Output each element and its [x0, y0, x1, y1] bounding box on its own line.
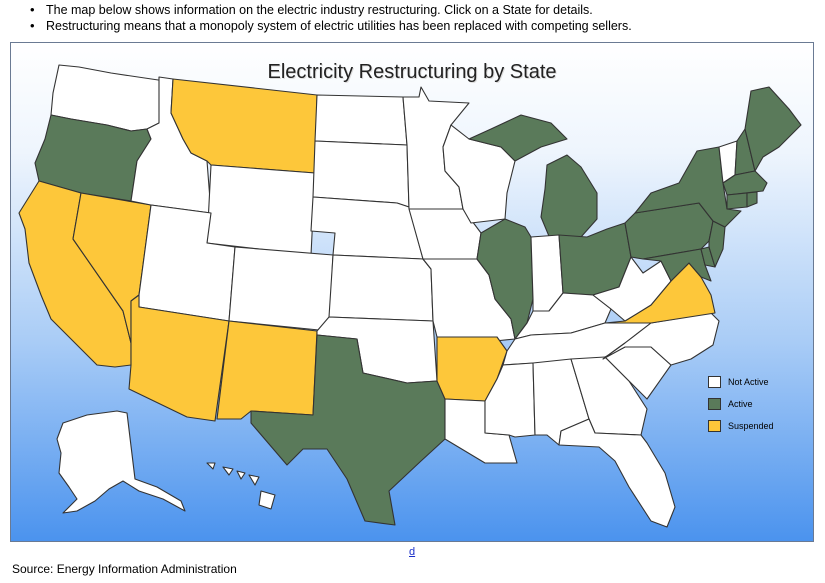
state-sd[interactable]: [312, 140, 410, 208]
bullet-definition: Restructuring means that a monopoly syst…: [28, 18, 632, 34]
state-co[interactable]: [228, 246, 334, 332]
legend-swatch-not-active: [708, 376, 721, 388]
state-ct[interactable]: [726, 192, 748, 210]
map-title: Electricity Restructuring by State: [267, 61, 557, 83]
state-me[interactable]: [744, 86, 802, 172]
state-ri[interactable]: [746, 191, 758, 208]
state-wy[interactable]: [206, 164, 316, 256]
intro-bullets: The map below shows information on the e…: [28, 2, 632, 34]
state-wv[interactable]: [592, 256, 672, 322]
d-link[interactable]: d: [409, 546, 416, 558]
legend-swatch-suspended: [708, 420, 721, 432]
state-ks[interactable]: [328, 254, 434, 322]
state-ak[interactable]: [56, 410, 186, 514]
map-legend: Not Active Active Suspended: [708, 371, 774, 437]
state-ne[interactable]: [310, 196, 424, 260]
state-ny[interactable]: [634, 146, 742, 228]
legend-label-suspended: Suspended: [728, 421, 774, 431]
state-nd[interactable]: [314, 94, 408, 146]
legend-item-suspended: Suspended: [708, 415, 774, 437]
state-nm[interactable]: [216, 320, 318, 420]
us-map-svg: [18, 64, 802, 528]
state-tx[interactable]: [250, 334, 446, 526]
restructuring-map: Electricity Restructuring by State Not A…: [10, 42, 814, 542]
legend-label-not-active: Not Active: [728, 377, 769, 387]
state-hi[interactable]: [206, 462, 276, 510]
state-az[interactable]: [128, 294, 230, 422]
state-nc[interactable]: [602, 312, 720, 366]
legend-swatch-active: [708, 398, 721, 410]
legend-label-active: Active: [728, 399, 753, 409]
state-mi[interactable]: [468, 114, 598, 242]
source-note: Source: Energy Information Administratio…: [12, 562, 237, 576]
legend-item-not-active: Not Active: [708, 371, 774, 393]
bullet-instructions: The map below shows information on the e…: [28, 2, 632, 18]
state-fl[interactable]: [558, 418, 676, 528]
legend-item-active: Active: [708, 393, 774, 415]
